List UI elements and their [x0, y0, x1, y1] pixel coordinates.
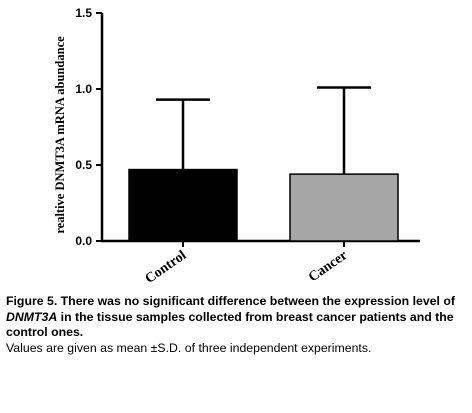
y-tick-label: 1.5	[75, 6, 92, 20]
y-axis-ticks: 0.0 0.5 1.0 1.5	[75, 6, 102, 248]
figure-caption: Figure 5. There was no significant diffe…	[6, 294, 468, 356]
caption-title: Figure 5. There was no significant diffe…	[6, 294, 468, 341]
y-tick-label: 0.5	[75, 158, 92, 172]
caption-gene: DNMT3A	[6, 309, 58, 324]
caption-figure-label: Figure 5.	[6, 294, 58, 308]
bar-chart: 0.0 0.5 1.0 1.5 Control Cancer realtive DNMT…	[53, 6, 420, 287]
bar-control	[128, 168, 238, 242]
y-tick-label: 1.0	[75, 82, 92, 96]
x-tick-label-cancer: Cancer	[306, 248, 350, 285]
caption-title-part2: in the tissue samples collected from bre…	[6, 309, 454, 340]
x-tick-label-control: Control	[143, 248, 190, 287]
y-axis-title: realtive DNMT3A mRNA abundance	[53, 36, 67, 234]
chart-bars	[128, 168, 399, 242]
bar-cancer	[289, 173, 399, 242]
y-tick-label: 0.0	[75, 234, 92, 248]
chart-error-bars	[156, 86, 371, 175]
caption-title-part1: There was no significant difference betw…	[60, 294, 455, 308]
caption-note: Values are given as mean ±S.D. of three …	[6, 340, 372, 355]
x-axis-labels: Control Cancer	[143, 241, 350, 287]
